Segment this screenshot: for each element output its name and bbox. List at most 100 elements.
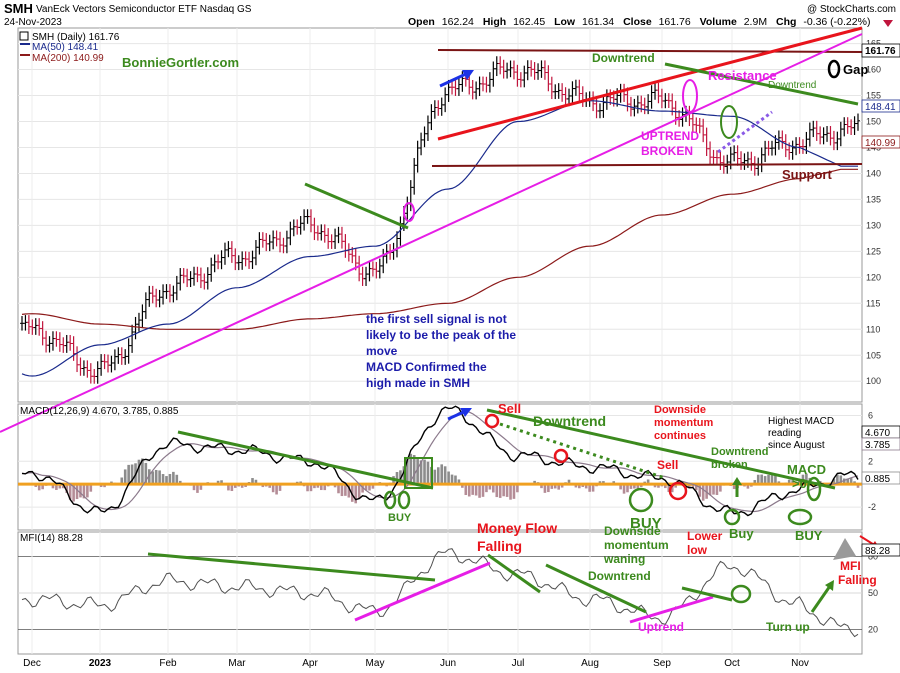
macd-histogram-bar [567, 479, 571, 485]
macd-histogram-bar [199, 484, 203, 490]
macd-histogram-bar [842, 478, 846, 485]
macd-histogram-bar [849, 477, 853, 485]
macd-histogram-bar [732, 484, 736, 490]
macd-histogram-bar [178, 480, 182, 485]
macd-downside-label-1: Downside [654, 404, 706, 416]
support-label: Support [782, 167, 832, 182]
x-tick-label: Dec [23, 658, 41, 669]
macd-histogram-bar [787, 479, 791, 485]
note-line-5: high made in SMH [366, 376, 470, 390]
price-tick-label: 100 [866, 376, 881, 386]
mfi-downtrend-label: Downtrend [588, 569, 651, 583]
mfi-turn-up-label: Turn up [766, 620, 810, 634]
macd-histogram-bar [419, 460, 423, 485]
macd-lower-low-label-1: Lower [687, 529, 723, 543]
mfi-line [21, 548, 859, 638]
macd-histogram-bar [667, 484, 671, 492]
macd-histogram-bar [798, 479, 801, 485]
spring-downtrend-line [304, 182, 409, 230]
mfi-value-tag-box [861, 543, 900, 557]
macd-highest-label-2: reading [768, 428, 801, 439]
macd-histogram-bar [856, 484, 860, 488]
macd-histogram-bar [474, 484, 478, 496]
mfi-value-tag-text: 88.28 [865, 546, 890, 557]
uptrend-broken-label-2: BROKEN [641, 144, 693, 158]
macd-histogram-bar [502, 484, 505, 497]
x-tick-label: Aug [581, 658, 599, 669]
macd-histogram-bar [674, 484, 677, 488]
macd-value-tag-text: 4.670 [865, 428, 890, 439]
watermark: @ StockCharts.com [807, 4, 896, 15]
hist-value-tag-text: 0.885 [865, 474, 890, 485]
macd-histogram-bar [271, 484, 275, 493]
macd-histogram-bar [196, 484, 199, 493]
macd-histogram-bar [719, 484, 722, 492]
x-tick-label: 2023 [89, 658, 112, 669]
macd-histogram-bar [495, 484, 499, 498]
macd-histogram-bar [371, 484, 375, 489]
macd-histogram-bar [340, 484, 344, 497]
macd-histogram-bar [543, 484, 547, 493]
macd-buy-label-3: Buy [729, 526, 754, 541]
ma50-value-tag-text: 148.41 [865, 102, 896, 113]
macd-histogram-bar [619, 484, 622, 490]
x-tick-label: Sep [653, 658, 671, 669]
macd-histogram-bar [227, 484, 230, 491]
volume-value: 2.9M [744, 16, 767, 28]
macd-histogram-bar [454, 475, 457, 485]
macd-histogram-bar [409, 453, 413, 485]
macd-histogram-bar [588, 484, 591, 492]
downtrend-top-label: Downtrend [592, 51, 655, 65]
macd-histogram-bar [488, 484, 492, 490]
macd-histogram-bar [791, 480, 794, 485]
note-line-3: move [366, 344, 398, 358]
resistance-label: Resistance [708, 68, 777, 83]
price-tick-label: 130 [866, 220, 881, 230]
macd-histogram-bar [309, 484, 313, 492]
macd-histogram-bar [753, 480, 757, 485]
macd-histogram-bar [55, 484, 58, 491]
macd-histogram-bar [646, 479, 650, 485]
macd-histogram-bar [670, 484, 674, 493]
macd-histogram-bar [774, 475, 777, 485]
macd-histogram-bar [151, 471, 155, 485]
macd-histogram-bar [578, 484, 581, 489]
macd-histogram-bar [137, 459, 141, 485]
channel-top-line [437, 49, 863, 53]
macd-histogram-bar [144, 462, 148, 485]
high-label: High [483, 16, 506, 28]
macd-histogram-bar [461, 484, 464, 488]
mfi-uptrend-label: Uptrend [638, 620, 684, 634]
macd-waning-label-1: Downside [604, 524, 661, 538]
macd-histogram-bar [626, 484, 629, 493]
ma50-line [21, 100, 858, 377]
macd-histogram-bar [553, 484, 557, 489]
x-tick-label: Oct [724, 658, 740, 669]
ticker-symbol: SMH [4, 1, 33, 16]
macd-histogram-bar [216, 480, 220, 485]
macd-histogram-bar [234, 484, 237, 488]
macd-highest-label-3: since August [768, 440, 825, 451]
macd-downtrend-label: Downtrend [533, 413, 606, 429]
ma200-value-tag: 140.99 [861, 135, 900, 149]
macd-histogram-bar [354, 484, 358, 504]
macd-histogram-bar [86, 484, 89, 498]
mfi-uptrend-line-2 [629, 595, 714, 624]
macd-histogram-bar [760, 474, 763, 485]
summer-downtrend-line [664, 62, 859, 106]
dotted-uptrend-line [717, 110, 773, 154]
macd-tick-label: 2 [868, 456, 873, 466]
macd-downside-label-2: momentum [654, 417, 714, 429]
macd-histogram-bar [756, 474, 760, 485]
price-value-tag-text: 161.76 [865, 46, 896, 57]
macd-histogram-bar [836, 474, 839, 485]
macd-histogram-bar [61, 484, 65, 489]
macd-legend-label: MACD(12,26,9) 4.670, 3.785, 0.885 [20, 406, 179, 417]
macd-histogram-bar [347, 484, 351, 498]
macd-histogram-bar [65, 484, 69, 494]
mfi-tick-label: 20 [868, 625, 878, 635]
macd-histogram-bar [175, 474, 179, 485]
signal-value-tag-text: 3.785 [865, 440, 890, 451]
macd-histogram-bar [636, 484, 640, 490]
chg-value: -0.36 (-0.22%) [803, 16, 870, 28]
